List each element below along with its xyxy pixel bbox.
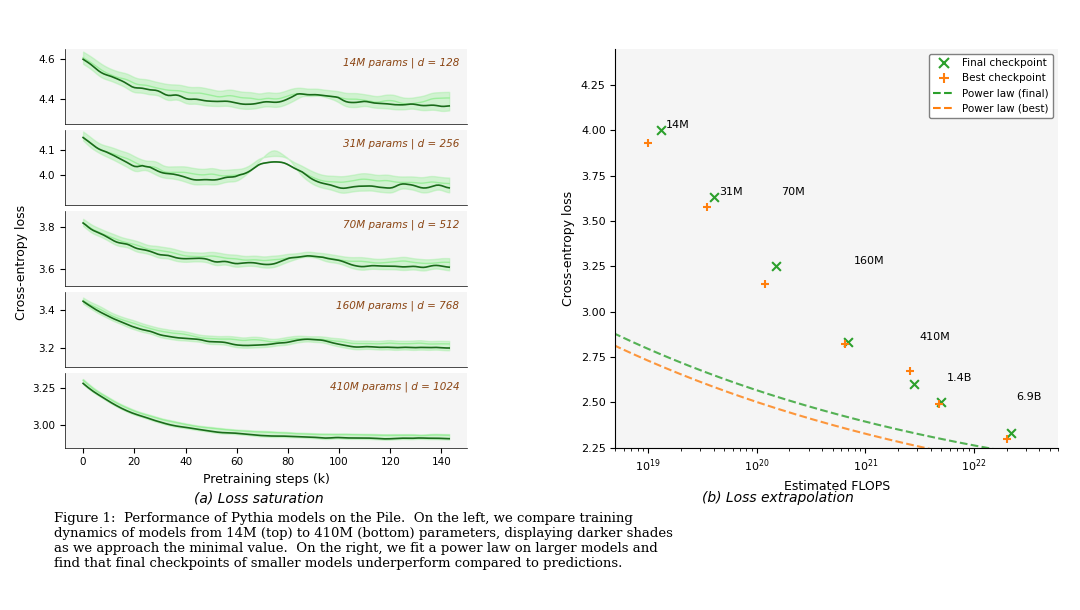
Text: 14M: 14M bbox=[666, 120, 690, 129]
Y-axis label: Cross-entropy loss: Cross-entropy loss bbox=[563, 191, 576, 306]
Text: 1.4B: 1.4B bbox=[947, 373, 972, 384]
Text: 160M: 160M bbox=[854, 256, 885, 265]
Text: 70M params | d = 512: 70M params | d = 512 bbox=[343, 220, 459, 230]
Text: (a) Loss saturation: (a) Loss saturation bbox=[194, 491, 324, 505]
X-axis label: Estimated FLOPS: Estimated FLOPS bbox=[784, 479, 890, 492]
Point bbox=[836, 339, 853, 349]
Text: 14M params | d = 128: 14M params | d = 128 bbox=[343, 58, 459, 68]
Point bbox=[902, 367, 919, 376]
Text: Figure 1:  Performance of Pythia models on the Pile.  On the left, we compare tr: Figure 1: Performance of Pythia models o… bbox=[54, 512, 673, 570]
Point bbox=[767, 262, 784, 271]
Text: 410M params | d = 1024: 410M params | d = 1024 bbox=[329, 382, 459, 392]
Text: (b) Loss extrapolation: (b) Loss extrapolation bbox=[702, 491, 853, 505]
X-axis label: Pretraining steps (k): Pretraining steps (k) bbox=[203, 473, 329, 486]
Point bbox=[507, 59, 524, 68]
Text: 410M: 410M bbox=[919, 332, 950, 342]
Point bbox=[840, 337, 858, 347]
Point bbox=[639, 138, 657, 148]
Text: 6.9B: 6.9B bbox=[1016, 392, 1042, 401]
Text: 31M params | d = 256: 31M params | d = 256 bbox=[343, 138, 459, 149]
Point bbox=[905, 379, 922, 389]
Text: 31M: 31M bbox=[719, 187, 743, 196]
Point bbox=[699, 202, 716, 212]
Point bbox=[564, 62, 581, 72]
Text: 160M params | d = 768: 160M params | d = 768 bbox=[337, 301, 459, 311]
Point bbox=[1002, 428, 1020, 438]
Point bbox=[705, 193, 723, 203]
Text: 70M: 70M bbox=[782, 187, 806, 196]
Point bbox=[652, 126, 670, 135]
Point bbox=[757, 279, 774, 289]
Legend: Final checkpoint, Best checkpoint, Power law (final), Power law (best): Final checkpoint, Best checkpoint, Power… bbox=[929, 54, 1053, 118]
Text: Cross-entropy loss: Cross-entropy loss bbox=[15, 205, 28, 320]
Point bbox=[998, 434, 1015, 443]
Point bbox=[932, 398, 949, 407]
Point bbox=[931, 400, 948, 409]
